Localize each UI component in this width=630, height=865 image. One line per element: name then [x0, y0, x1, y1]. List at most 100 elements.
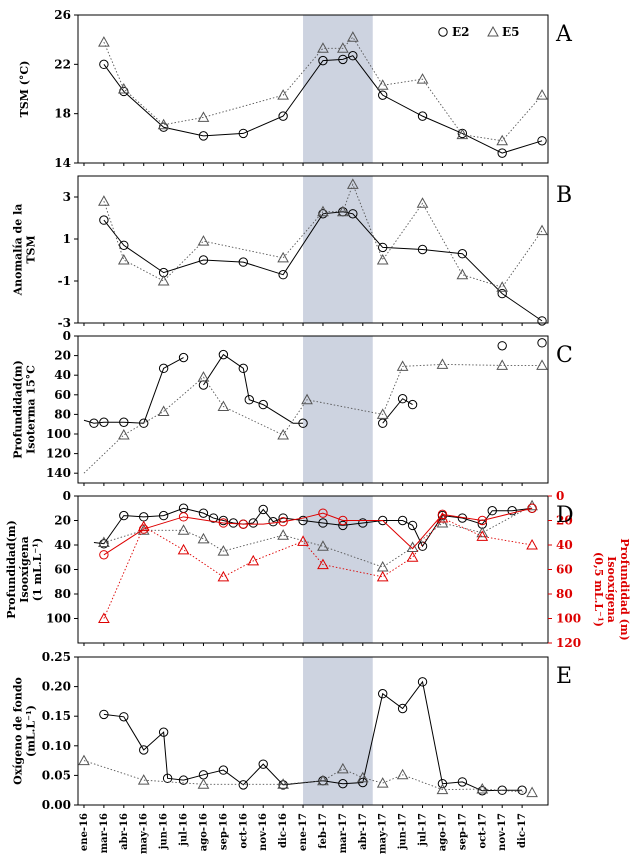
x-tick-label: dic-16 — [278, 813, 289, 848]
data-point-e2 — [278, 780, 288, 790]
y-right-axis-label-line: (0,5 mL.L⁻¹) — [592, 552, 605, 627]
data-point-e2 — [89, 418, 99, 428]
y-axis-label-line: Profundidad(m) — [5, 520, 18, 619]
data-point-e2 — [178, 775, 189, 785]
data-point-e5 — [117, 428, 130, 440]
data-point-e2 — [407, 399, 418, 410]
data-point-e5 — [98, 612, 110, 623]
y-tick-label: 60 — [54, 388, 71, 402]
data-point-e5 — [197, 235, 210, 246]
data-point-e5 — [376, 777, 389, 788]
series-line-e2 — [103, 680, 523, 792]
data-point-e2 — [378, 242, 388, 253]
data-point-e2 — [258, 504, 268, 515]
data-point-e2 — [537, 136, 547, 146]
data-point-e2 — [417, 111, 428, 121]
x-tick-label: ene-16 — [79, 813, 90, 851]
data-point-e2 — [139, 745, 149, 755]
data-point-e5 — [217, 400, 230, 412]
series-line-e5 — [103, 517, 533, 619]
data-point-e2 — [298, 418, 308, 428]
y-axis-label-line: Profundidad(m) — [12, 360, 25, 459]
data-point-e2 — [99, 215, 109, 225]
data-point-e2 — [318, 55, 328, 66]
data-point-e2 — [378, 689, 388, 699]
data-point-e5 — [217, 545, 230, 556]
data-point-e5 — [197, 111, 210, 122]
data-point-e5 — [496, 359, 509, 370]
data-point-e5 — [376, 570, 389, 582]
data-point-e5 — [396, 360, 409, 371]
data-point-e2 — [119, 417, 129, 427]
data-point-e5 — [277, 251, 289, 263]
x-tick-label: ago-17 — [437, 813, 448, 851]
data-point-e2 — [268, 517, 278, 527]
data-point-e2 — [338, 515, 348, 526]
data-point-e5 — [277, 89, 289, 100]
y-right-axis-label: Profundidad (m)Isooxígena(0,5 mL.L⁻¹) — [592, 538, 630, 640]
data-point-e2 — [318, 508, 328, 518]
x-tick-label: jun-16 — [159, 813, 170, 850]
data-point-e5 — [197, 532, 210, 544]
data-point-e5 — [406, 551, 419, 562]
y-tick-label: 100 — [46, 612, 71, 626]
data-point-e5 — [277, 428, 289, 440]
data-point-e5 — [337, 762, 349, 774]
data-point-e2 — [248, 518, 258, 528]
data-point-e5 — [117, 253, 130, 265]
data-point-e5 — [376, 561, 389, 572]
y-tick-label: 140 — [46, 466, 71, 480]
series-line-e5 — [103, 183, 543, 288]
data-point-e2 — [218, 515, 229, 526]
data-point-e2 — [417, 677, 428, 687]
data-point-e5 — [137, 774, 150, 785]
shaded-period-A — [303, 15, 373, 163]
panel-frame-B — [77, 175, 549, 324]
data-point-e5 — [98, 536, 110, 548]
data-point-e2 — [244, 395, 254, 405]
x-tick-label: abr-16 — [119, 813, 130, 850]
data-point-e2 — [278, 111, 288, 121]
data-point-e2 — [218, 518, 229, 528]
data-point-e5 — [526, 499, 538, 511]
x-tick-label: oct-17 — [477, 813, 488, 848]
y-right-axis-label-line: Profundidad (m) — [618, 538, 630, 640]
data-point-e2 — [348, 51, 358, 61]
data-point-e2 — [158, 363, 169, 374]
data-point-e2 — [338, 520, 348, 531]
data-point-e2 — [527, 503, 537, 513]
x-tick-label: nov-17 — [497, 813, 508, 851]
y-tick-label: 0.15 — [42, 709, 71, 723]
shaded-period-D — [303, 496, 373, 643]
data-point-e2 — [119, 712, 129, 722]
shaded-period-C — [303, 336, 373, 483]
data-point-e2 — [99, 417, 109, 427]
y-tick-label: 40 — [54, 368, 71, 382]
data-point-e2 — [507, 506, 517, 516]
data-point-e2 — [218, 765, 229, 775]
data-point-e2 — [437, 509, 448, 520]
data-point-e2 — [517, 785, 527, 795]
shaded-period-B — [303, 176, 373, 323]
series-line-e2 — [203, 353, 304, 424]
data-point-e2 — [378, 418, 388, 428]
y-axis-label-line: TSM — [25, 235, 38, 263]
data-point-e5 — [536, 89, 548, 100]
x-tick-label: mar-16 — [99, 813, 110, 853]
panel-label: B — [556, 183, 572, 208]
data-point-e2 — [158, 727, 169, 737]
panel-frame-E — [77, 656, 549, 806]
data-point-e2 — [139, 418, 149, 428]
x-tick-label: jul-17 — [418, 813, 429, 847]
data-point-e5 — [197, 778, 210, 789]
data-point-e5 — [177, 524, 190, 535]
data-point-e2 — [417, 541, 428, 551]
legend-marker-e5 — [487, 25, 499, 37]
y-axis-label-line: (1 mL.L⁻¹) — [31, 538, 44, 601]
data-point-e2 — [99, 59, 109, 70]
x-tick-label: feb-17 — [318, 813, 329, 849]
data-point-e2 — [198, 131, 209, 141]
data-point-e5 — [396, 768, 409, 780]
y-tick-label: 18 — [54, 107, 71, 121]
